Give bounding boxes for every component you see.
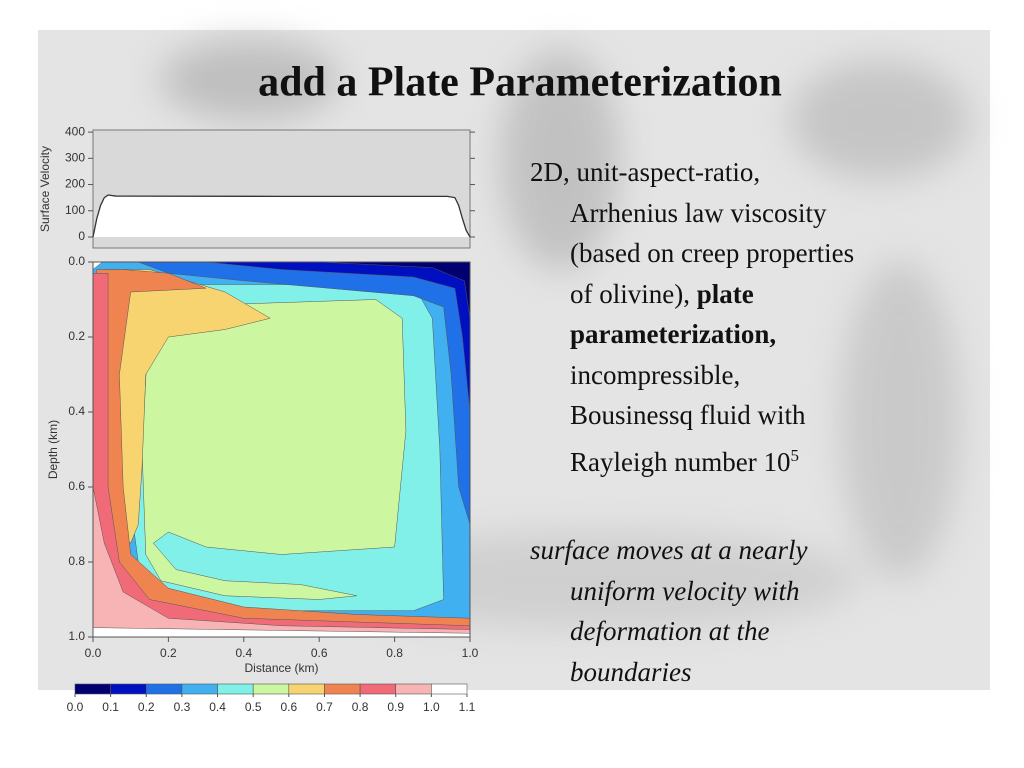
y-tick-label: 0.2 [68, 329, 85, 343]
text: boundaries [570, 656, 692, 687]
paragraph: surface moves at a nearly uniform velocit… [530, 530, 970, 692]
paragraph: 2D, unit-aspect-ratio, Arrhenius law visc… [530, 152, 970, 482]
y-tick-label: 200 [65, 177, 85, 191]
colorbar-label: 0.8 [352, 700, 369, 714]
plot-frame [92, 261, 471, 638]
y-tick-label: 0 [78, 229, 85, 243]
colorbar-label: 0.1 [102, 700, 119, 714]
x-tick-label: 0.6 [311, 646, 328, 660]
text: incompressible, [570, 359, 741, 390]
y-tick-label: 0.0 [68, 254, 85, 268]
colorbar-label: 0.5 [245, 700, 262, 714]
colorbar-swatch [181, 683, 218, 695]
x-tick-label: 0.2 [160, 646, 177, 660]
colorbar-swatch [359, 683, 397, 695]
x-tick-label: 0.8 [386, 646, 403, 660]
y-axis-label: Depth (km) [46, 420, 60, 479]
colorbar-swatch [217, 683, 254, 695]
text: Bousinessq fluid with [570, 400, 806, 430]
colorbar-label: 0.2 [138, 700, 155, 714]
text-line: 2D, unit-aspect-ratio, [530, 152, 970, 193]
contour-fill [93, 262, 470, 637]
text-line: deformation at the [530, 611, 970, 652]
contour-region [319, 262, 470, 319]
y-tick-label: 300 [65, 150, 85, 164]
contour-region [93, 262, 103, 270]
colorbar-label: 0.0 [67, 700, 84, 714]
colorbar-swatch [324, 683, 361, 695]
slide-text: 2D, unit-aspect-ratio, Arrhenius law visc… [530, 152, 970, 740]
colorbar-label: 0.4 [209, 700, 226, 714]
colorbar-swatch [252, 683, 290, 695]
colorbar-label: 1.1 [459, 700, 476, 714]
x-tick-label: 0.4 [235, 646, 252, 660]
contour-region [141, 299, 407, 600]
colorbar-label: 0.9 [387, 700, 404, 714]
colorbar-swatch [74, 683, 111, 695]
colorbar-label: 0.6 [280, 700, 297, 714]
colorbar-swatch [110, 683, 147, 695]
colorbar-swatch [145, 683, 183, 695]
contour-region [93, 627, 470, 637]
bold-text: plate [696, 278, 754, 309]
text-line: uniform velocity with [530, 571, 970, 612]
text-line: surface moves at a nearly [530, 530, 970, 571]
text: Arrhenius law viscosity [570, 197, 827, 228]
text: deformation at the [570, 616, 770, 646]
text-line: incompressible, [530, 355, 970, 396]
slide-title: add a Plate Parameterization [258, 60, 782, 106]
text: uniform velocity with [570, 575, 800, 606]
y-tick-label: 100 [65, 203, 85, 217]
colorbar-label: 1.0 [423, 700, 440, 714]
contour-region [138, 262, 470, 525]
colorbar-label: 0.3 [174, 700, 191, 714]
text-line: Rayleigh number 105 [530, 436, 970, 483]
velocity-line [92, 194, 471, 238]
text-line: Arrhenius law viscosity [530, 193, 970, 234]
bold-text: parameterization, [570, 319, 777, 349]
colorbar-label: 0.7 [316, 700, 333, 714]
y-tick-label: 0.8 [68, 554, 85, 568]
y-tick-label: 400 [65, 124, 85, 138]
x-axis-label: Distance (km) [244, 661, 318, 675]
text: 5 [790, 445, 799, 465]
text: of olivine), [570, 278, 697, 309]
contour-region [206, 262, 470, 413]
text: 2D, unit-aspect-ratio, [530, 157, 761, 187]
text-line: of olivine), plate [530, 274, 970, 315]
y-tick-label: 1.0 [68, 629, 85, 643]
text-line: (based on creep properties [530, 233, 970, 274]
x-tick-label: 0.0 [85, 646, 102, 660]
x-tick-label: 1.0 [462, 646, 479, 660]
y-tick-label: 0.6 [68, 479, 85, 493]
contour-region [93, 486, 470, 637]
text: Rayleigh number 10 [570, 446, 791, 477]
text: surface moves at a nearly [530, 535, 808, 565]
colorbar-swatch [288, 683, 325, 695]
text-line: parameterization, [530, 314, 970, 355]
text-line: boundaries [530, 652, 970, 693]
y-axis-label: Surface Velocity [38, 146, 52, 232]
text-line: Bousinessq fluid with [530, 395, 970, 436]
colorbar-swatch [395, 683, 432, 695]
text: (based on creep properties [570, 238, 855, 268]
colorbar-swatch [431, 683, 468, 695]
y-tick-label: 0.4 [68, 404, 85, 418]
